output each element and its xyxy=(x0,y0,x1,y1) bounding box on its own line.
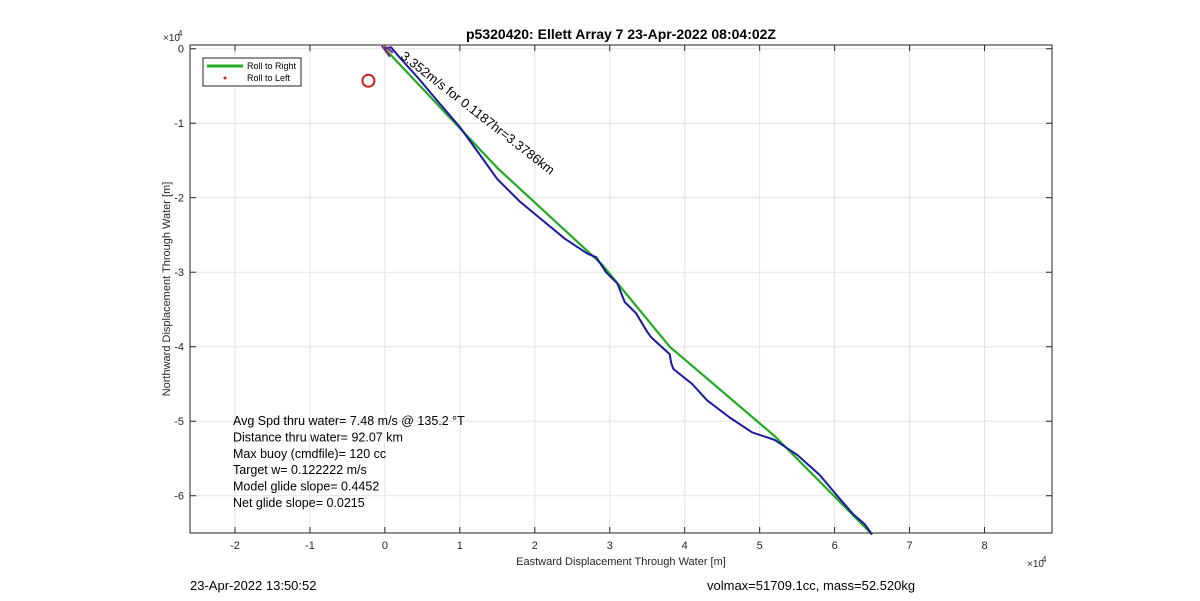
stats-line: Distance thru water= 92.07 km xyxy=(233,430,403,444)
x-tick-label: -1 xyxy=(305,540,315,552)
stats-line: Target w= 0.122222 m/s xyxy=(233,463,367,477)
stats-line: Net glide slope= 0.0215 xyxy=(233,496,365,510)
x-tick-label: 3 xyxy=(607,540,613,552)
y-exponent-label: ×10 xyxy=(163,33,180,44)
x-tick-label: 6 xyxy=(832,540,838,552)
x-tick-label: 7 xyxy=(907,540,913,552)
y-tick-label: -2 xyxy=(174,193,184,205)
x-exponent-label: ×10 xyxy=(1027,559,1044,570)
y-exponent-power: 4 xyxy=(178,29,183,38)
x-tick-label: 0 xyxy=(382,540,388,552)
axes-box xyxy=(189,44,1053,534)
stats-line: Avg Spd thru water= 7.48 m/s @ 135.2 °T xyxy=(233,414,465,428)
legend-roll-right-label: Roll to Right xyxy=(247,61,297,71)
x-tick-label: 8 xyxy=(981,540,987,552)
y-axis-label: Northward Displacement Through Water [m] xyxy=(161,182,173,397)
x-axis-label: Eastward Displacement Through Water [m] xyxy=(516,556,726,568)
series-roll-left-marker xyxy=(361,73,376,88)
origin-marker xyxy=(381,45,394,58)
legend-roll-left-swatch xyxy=(223,76,227,80)
y-tick-label: -4 xyxy=(174,342,184,354)
series-track-line xyxy=(384,46,873,536)
stats-line: Model glide slope= 0.4452 xyxy=(233,480,379,494)
y-tick-label: 0 xyxy=(178,44,184,56)
x-tick-label: 2 xyxy=(532,540,538,552)
x-tick-label: 5 xyxy=(757,540,763,552)
y-tick-label: -5 xyxy=(174,416,184,428)
x-tick-label: 4 xyxy=(682,540,688,552)
x-tick-label: 1 xyxy=(457,540,463,552)
footer-volmax-mass: volmax=51709.1cc, mass=52.520kg xyxy=(707,578,916,593)
legend-roll-left-label: Roll to Left xyxy=(247,73,291,83)
y-tick-label: -3 xyxy=(174,267,184,279)
footer-timestamp: 23-Apr-2022 13:50:52 xyxy=(190,578,317,593)
x-tick-label: -2 xyxy=(230,540,240,552)
y-tick-label: -1 xyxy=(174,118,184,130)
legend-box xyxy=(202,57,302,87)
x-exponent-power: 4 xyxy=(1042,555,1047,564)
series-roll-right-line xyxy=(384,47,873,536)
y-tick-label: -6 xyxy=(174,491,184,503)
stats-line: Max buoy (cmdfile)= 120 cc xyxy=(233,447,386,461)
chart-title: p5320420: Ellett Array 7 23-Apr-2022 08:… xyxy=(466,26,776,42)
